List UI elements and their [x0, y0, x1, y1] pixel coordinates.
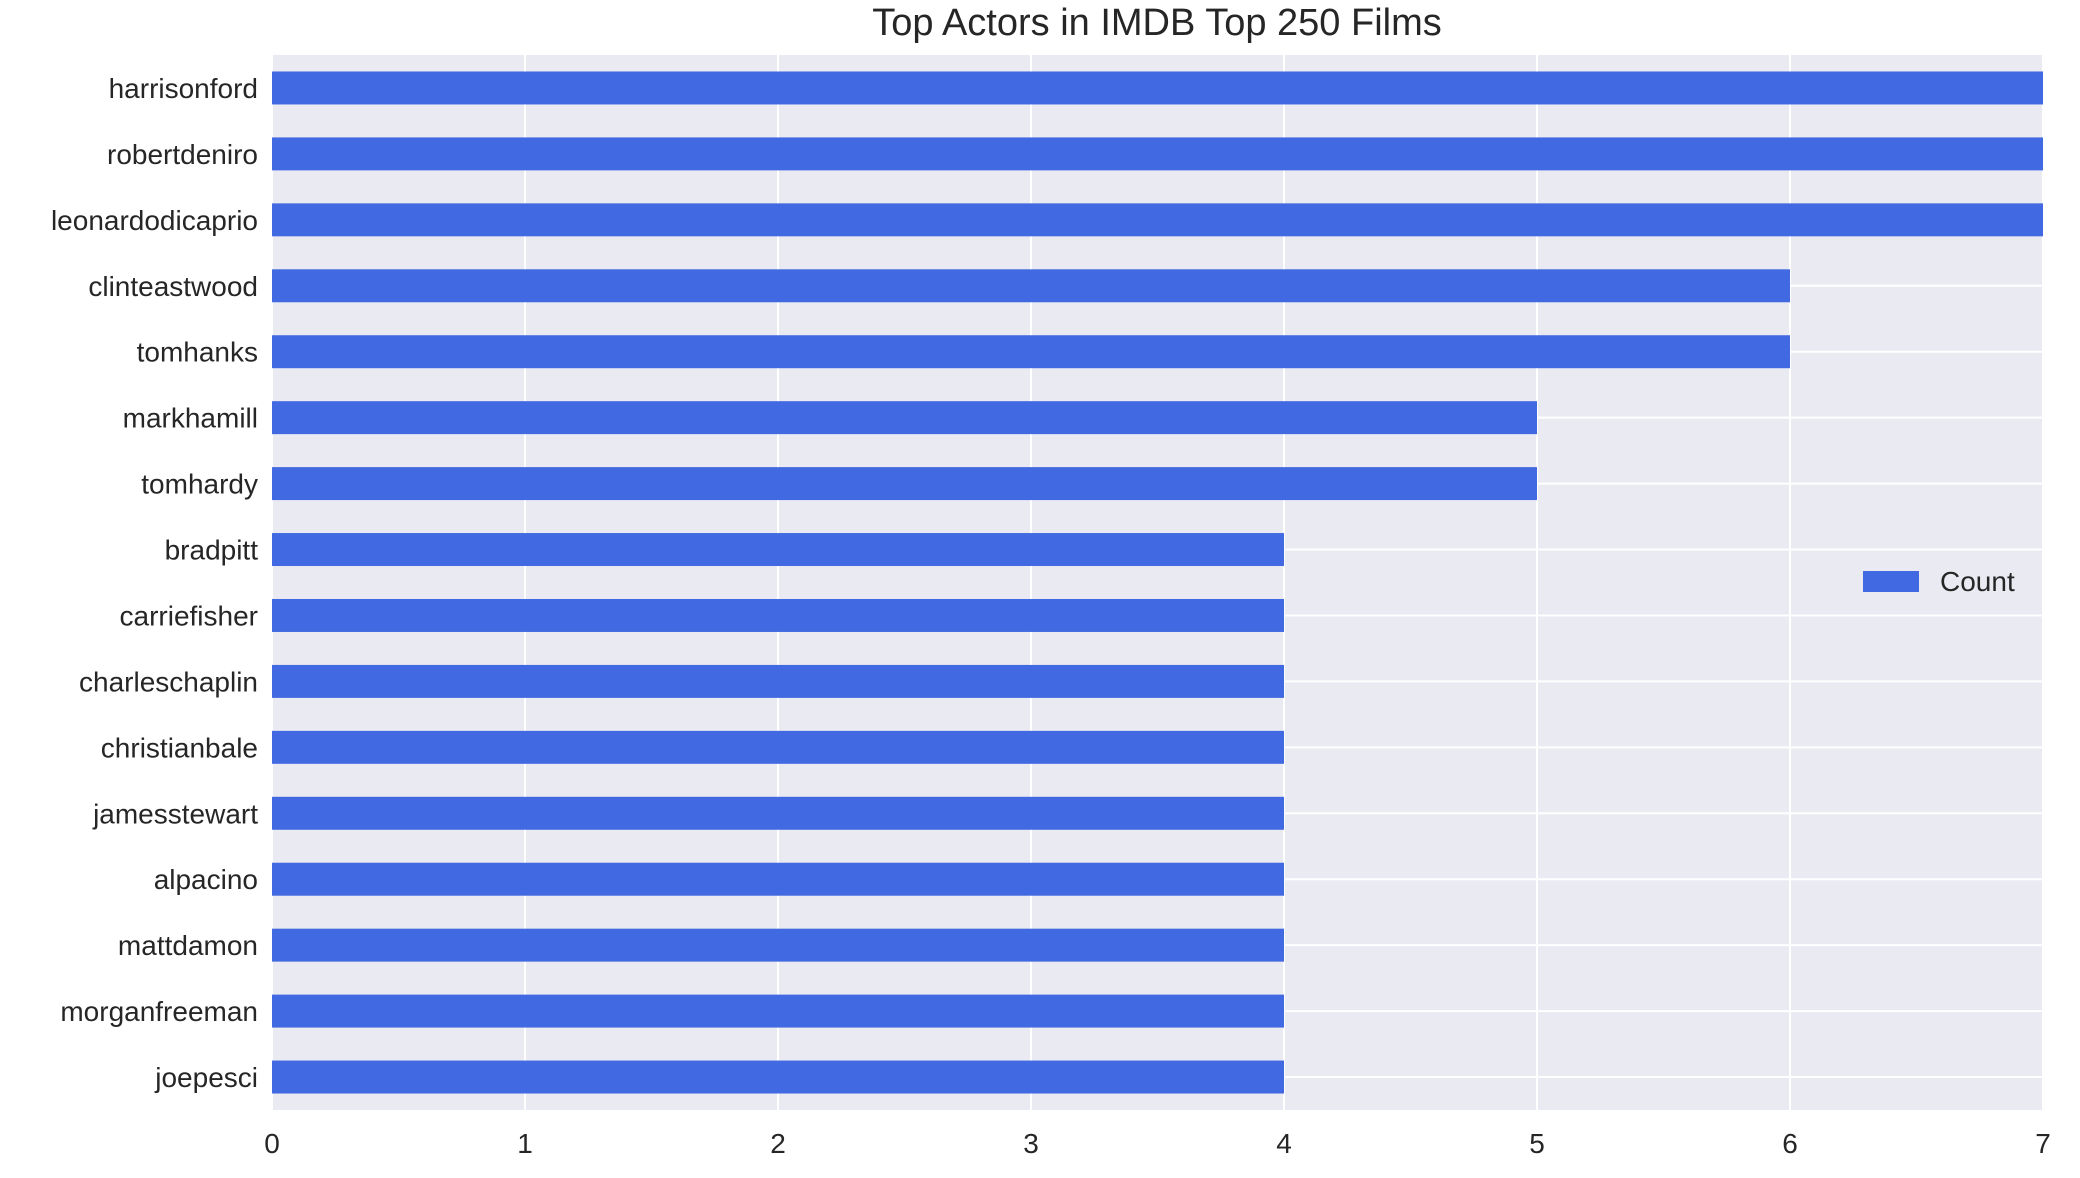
bar — [272, 533, 1284, 567]
y-tick-label: leonardodicaprio — [51, 205, 258, 236]
bar — [272, 994, 1284, 1028]
y-tick-label: tomhardy — [141, 469, 258, 500]
y-tick-label: jamesstewart — [92, 798, 258, 829]
x-tick-label: 2 — [770, 1128, 786, 1159]
chart-title: Top Actors in IMDB Top 250 Films — [872, 2, 1442, 44]
y-tick-label: morganfreeman — [60, 996, 258, 1027]
bar — [272, 664, 1284, 698]
y-tick-label: markhamill — [123, 403, 258, 434]
x-tick-label: 1 — [517, 1128, 533, 1159]
y-tick-label: joepesci — [154, 1062, 258, 1093]
bar — [272, 71, 2043, 105]
bar — [272, 1060, 1284, 1094]
bar — [272, 401, 1537, 435]
y-axis-tick-labels: harrisonford robertdeniro leonardodicaprio… — [51, 73, 258, 1093]
bar — [272, 928, 1284, 962]
x-tick-label: 6 — [1782, 1128, 1798, 1159]
bar — [272, 203, 2043, 237]
bar — [272, 269, 1790, 303]
x-tick-label: 3 — [1023, 1128, 1039, 1159]
y-tick-label: carriefisher — [120, 600, 258, 631]
x-axis-tick-labels: 0 1 2 3 4 5 6 7 — [264, 1128, 2051, 1159]
bars — [272, 71, 2043, 1094]
y-tick-label: tomhanks — [137, 337, 258, 368]
y-tick-label: robertdeniro — [107, 139, 258, 170]
bar — [272, 730, 1284, 764]
bar — [272, 862, 1284, 896]
y-tick-label: mattdamon — [118, 930, 258, 961]
x-tick-label: 4 — [1276, 1128, 1292, 1159]
y-tick-label: christianbale — [101, 732, 258, 763]
bar — [272, 598, 1284, 632]
bar — [272, 796, 1284, 830]
legend-label: Count — [1940, 566, 2015, 597]
x-tick-label: 7 — [2035, 1128, 2051, 1159]
bar — [272, 335, 1790, 369]
legend-swatch — [1863, 571, 1919, 592]
y-tick-label: harrisonford — [109, 73, 258, 104]
y-tick-label: alpacino — [154, 864, 258, 895]
bar — [272, 467, 1537, 501]
x-tick-label: 0 — [264, 1128, 280, 1159]
y-tick-label: charleschaplin — [79, 666, 258, 697]
y-tick-label: clinteastwood — [88, 271, 258, 302]
bar — [272, 137, 2043, 171]
legend: Count — [1863, 566, 2015, 597]
x-tick-label: 5 — [1529, 1128, 1545, 1159]
y-tick-label: bradpitt — [165, 535, 259, 566]
